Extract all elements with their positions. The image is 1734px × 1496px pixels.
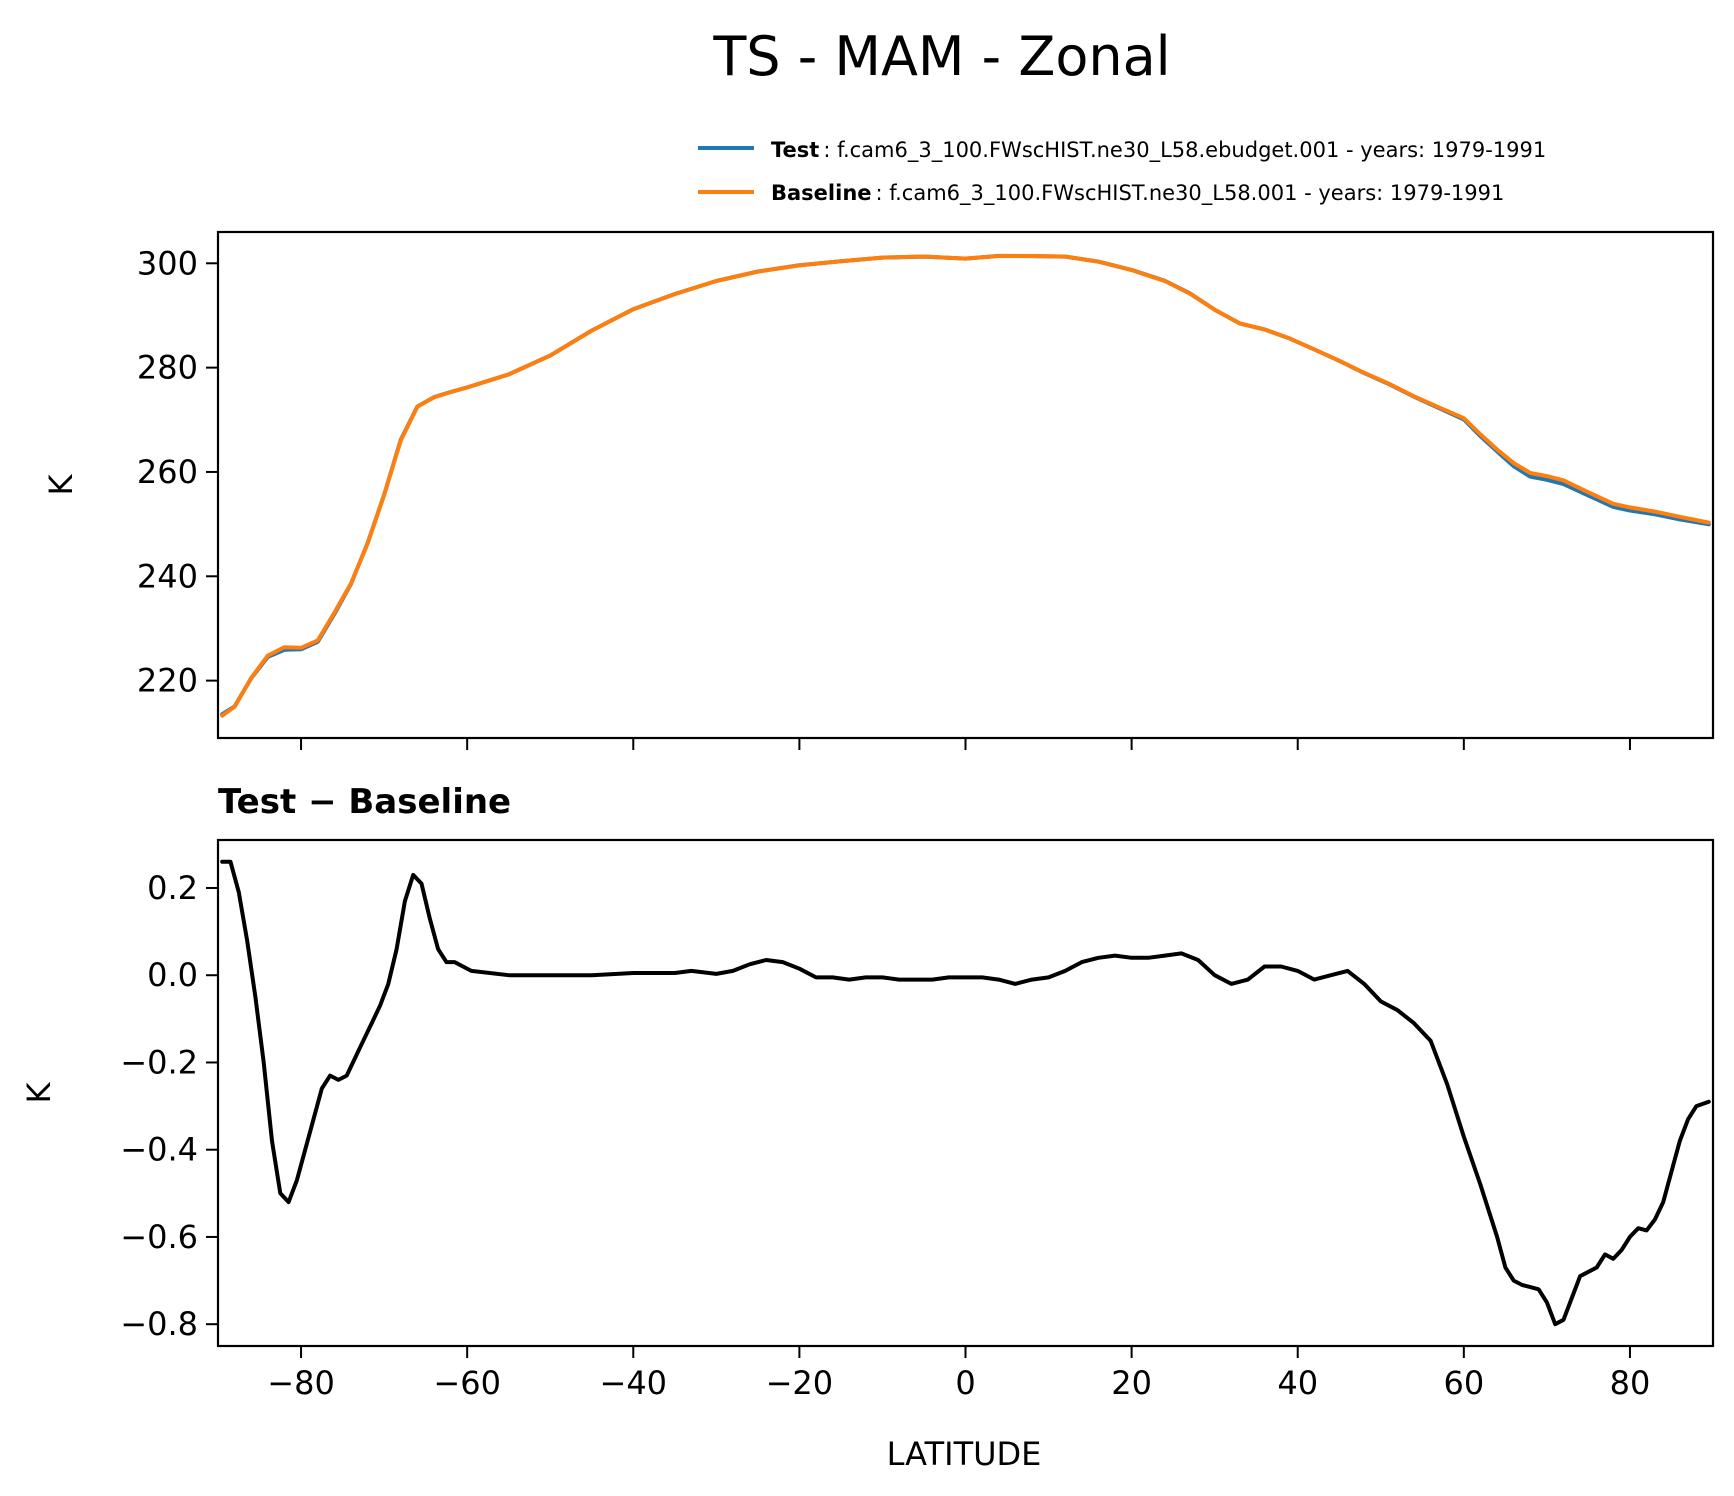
y-tick-label: 260: [137, 453, 198, 491]
y-tick-label: −0.6: [120, 1218, 198, 1256]
y-axis-label: K: [20, 1081, 58, 1103]
legend: Test: f.cam6_3_100.FWscHIST.ne30_L58.ebu…: [698, 138, 1546, 206]
y-tick-label: 0.0: [147, 956, 198, 994]
legend-baseline-description: : f.cam6_3_100.FWscHIST.ne30_L58.001 - y…: [876, 181, 1505, 206]
legend-test-name: Test: [771, 138, 819, 162]
plot-frame: [216, 230, 1715, 740]
y-tick-label: −0.4: [120, 1131, 198, 1169]
x-tick-label: −40: [600, 1364, 668, 1402]
x-axis-label: LATITUDE: [887, 1435, 1042, 1473]
top-panel: 220 240 260 280 300 K: [42, 230, 1715, 750]
x-tick-label: 60: [1443, 1364, 1484, 1402]
x-tick-label: −20: [766, 1364, 834, 1402]
y-tick-label: 300: [137, 244, 198, 282]
x-tick-label: 20: [1111, 1364, 1152, 1402]
legend-entry-test: Test: f.cam6_3_100.FWscHIST.ne30_L58.ebu…: [771, 138, 1546, 163]
series-line-test-baseline: [220, 859, 1711, 1327]
series-group: [220, 859, 1711, 1327]
series-line-baseline: [220, 254, 1711, 718]
y-tick-label: −0.8: [120, 1305, 198, 1343]
y-tick-label: 240: [137, 557, 198, 595]
y-tick-label: 280: [137, 349, 198, 387]
legend-entry-baseline: Baseline: f.cam6_3_100.FWscHIST.ne30_L58…: [771, 181, 1504, 206]
series-line-test: [220, 253, 1711, 717]
y-tick-label: 220: [137, 662, 198, 700]
y-axis-label: K: [42, 473, 80, 495]
x-tick-label: −60: [433, 1364, 501, 1402]
x-tick-label: −80: [267, 1364, 335, 1402]
difference-panel-title: Test − Baseline: [218, 782, 511, 822]
legend-test-description: : f.cam6_3_100.FWscHIST.ne30_L58.ebudget…: [823, 138, 1546, 163]
bottom-panel: −0.8 −0.6 −0.4 −0.2 0.0 0.2 −80 −60 −40 −20 0 20 40 6…: [20, 838, 1715, 1402]
x-tick-label: 80: [1610, 1364, 1651, 1402]
plot-frame: [216, 838, 1715, 1348]
x-tick-label: 40: [1277, 1364, 1318, 1402]
legend-baseline-name: Baseline: [771, 181, 872, 205]
figure-title: TS - MAM - Zonal: [712, 25, 1170, 88]
x-tick-label: 0: [955, 1364, 975, 1402]
y-tick-label: −0.2: [120, 1043, 198, 1081]
series-group: [220, 253, 1711, 718]
y-tick-label: 0.2: [147, 869, 198, 907]
